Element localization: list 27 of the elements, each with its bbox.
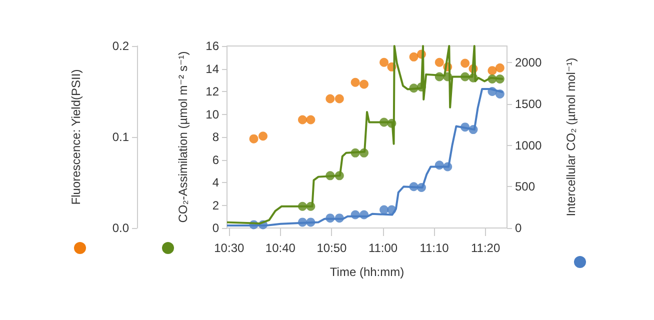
y-axis-title: CO₂-Assimilation (µmol m⁻² s⁻¹) (176, 51, 190, 223)
y2-tick-label: 500 (515, 180, 536, 194)
y-tick-label: 14 (206, 62, 220, 76)
y3-tick-label: 0.1 (112, 130, 130, 144)
y-tick-label: 10 (206, 107, 220, 122)
y3-tick-label: 0.0 (112, 221, 130, 235)
y-tick-label: 8 (212, 130, 220, 144)
y3-axis-title: Fluorescence: Yield(PSII) (69, 69, 83, 205)
x-axis-title: Time (hh:mm) (330, 265, 404, 279)
y-tick-label: 2 (212, 198, 220, 212)
y2-tick-label: 1500 (515, 96, 542, 111)
y2-tick-label: 1000 (515, 138, 542, 152)
y3-tick-label: 0.2 (112, 39, 130, 53)
x-tick-label: 11:20 (470, 241, 500, 255)
y-tick-label: 16 (206, 39, 220, 53)
x-tick-label: 10:50 (316, 241, 348, 255)
y2-tick-label: 0 (515, 221, 522, 235)
x-tick-label: 10:30 (214, 241, 244, 255)
x-tick-label: 11:10 (420, 241, 450, 255)
x-tick-label: 11:00 (368, 241, 398, 255)
y-tick-label: 12 (206, 84, 220, 98)
y-tick-label: 6 (212, 152, 220, 167)
y2-tick-label: 2000 (515, 56, 542, 70)
x-tick-label: 10:40 (265, 241, 296, 255)
y-tick-label: 0 (212, 221, 220, 235)
y2-axis-title: Intercellular CO₂ (µmol mol⁻¹) (564, 58, 578, 216)
y-tick-label: 4 (212, 176, 220, 190)
